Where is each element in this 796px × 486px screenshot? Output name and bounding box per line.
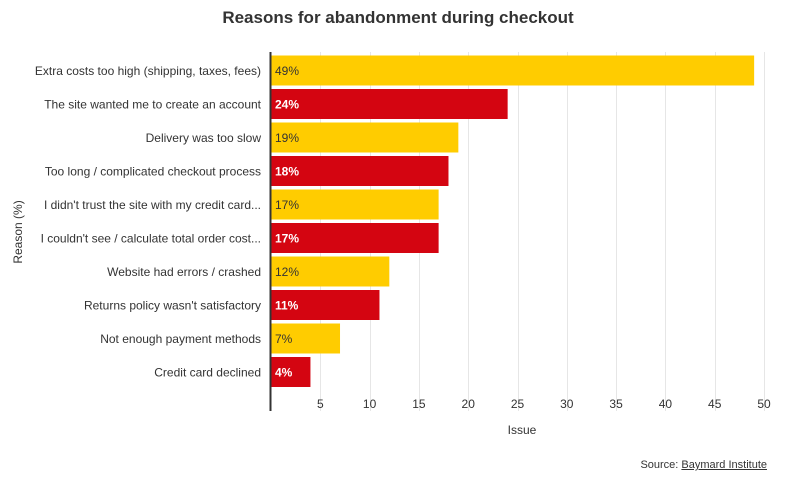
data-label: 4%: [275, 366, 293, 380]
x-tick-label: 45: [708, 397, 722, 411]
source-link[interactable]: Baymard Institute: [681, 459, 767, 471]
bar[interactable]: [271, 55, 755, 86]
data-label: 19%: [275, 131, 299, 145]
x-tick-label: 15: [412, 397, 426, 411]
category-label: Too long / complicated checkout process: [45, 165, 261, 179]
category-label: Not enough payment methods: [100, 332, 261, 346]
category-label: Credit card declined: [154, 366, 261, 380]
x-tick-label: 50: [757, 397, 771, 411]
bar[interactable]: [271, 323, 341, 354]
source-note: Source: Baymard Institute: [640, 459, 767, 471]
category-label: Website had errors / crashed: [107, 265, 261, 279]
data-label: 24%: [275, 98, 299, 112]
bar[interactable]: [271, 89, 508, 119]
x-tick-label: 10: [363, 397, 377, 411]
category-label: The site wanted me to create an account: [44, 98, 261, 112]
x-tick-label: 25: [511, 397, 525, 411]
bar[interactable]: [271, 256, 390, 287]
x-tick-label: 30: [560, 397, 574, 411]
data-label: 49%: [275, 64, 299, 78]
data-label: 18%: [275, 165, 299, 179]
bar[interactable]: [271, 156, 449, 186]
data-label: 17%: [275, 232, 299, 246]
x-tick-label: 5: [317, 397, 324, 411]
bars: 49% 24% 19% 18% 17% 17% 12% 11% 7% 4%: [271, 55, 755, 387]
bar[interactable]: [271, 357, 311, 387]
x-tick-label: 20: [462, 397, 476, 411]
y-axis-label: Reason (%): [11, 200, 25, 263]
data-label: 12%: [275, 265, 299, 279]
x-tick-label: 40: [659, 397, 673, 411]
category-label: I couldn't see / calculate total order c…: [41, 232, 261, 246]
bar[interactable]: [271, 189, 439, 220]
data-label: 7%: [275, 332, 293, 346]
bar[interactable]: [271, 223, 439, 253]
bar[interactable]: [271, 290, 380, 320]
category-label: I didn't trust the site with my credit c…: [44, 198, 261, 212]
bar[interactable]: [271, 122, 459, 153]
category-label: Returns policy wasn't satisfactory: [84, 299, 261, 313]
x-tick-labels: 5 10 15 20 25 30 35 40 45 50: [317, 397, 771, 411]
x-axis-label: Issue: [508, 423, 537, 437]
data-label: 17%: [275, 198, 299, 212]
category-labels: Extra costs too high (shipping, taxes, f…: [35, 64, 262, 380]
data-label: 11%: [275, 299, 299, 313]
category-label: Delivery was too slow: [146, 131, 262, 145]
source-prefix: Source:: [640, 459, 682, 471]
category-label: Extra costs too high (shipping, taxes, f…: [35, 64, 261, 78]
chart-title: Reasons for abandonment during checkout: [222, 8, 574, 27]
x-tick-label: 35: [609, 397, 623, 411]
